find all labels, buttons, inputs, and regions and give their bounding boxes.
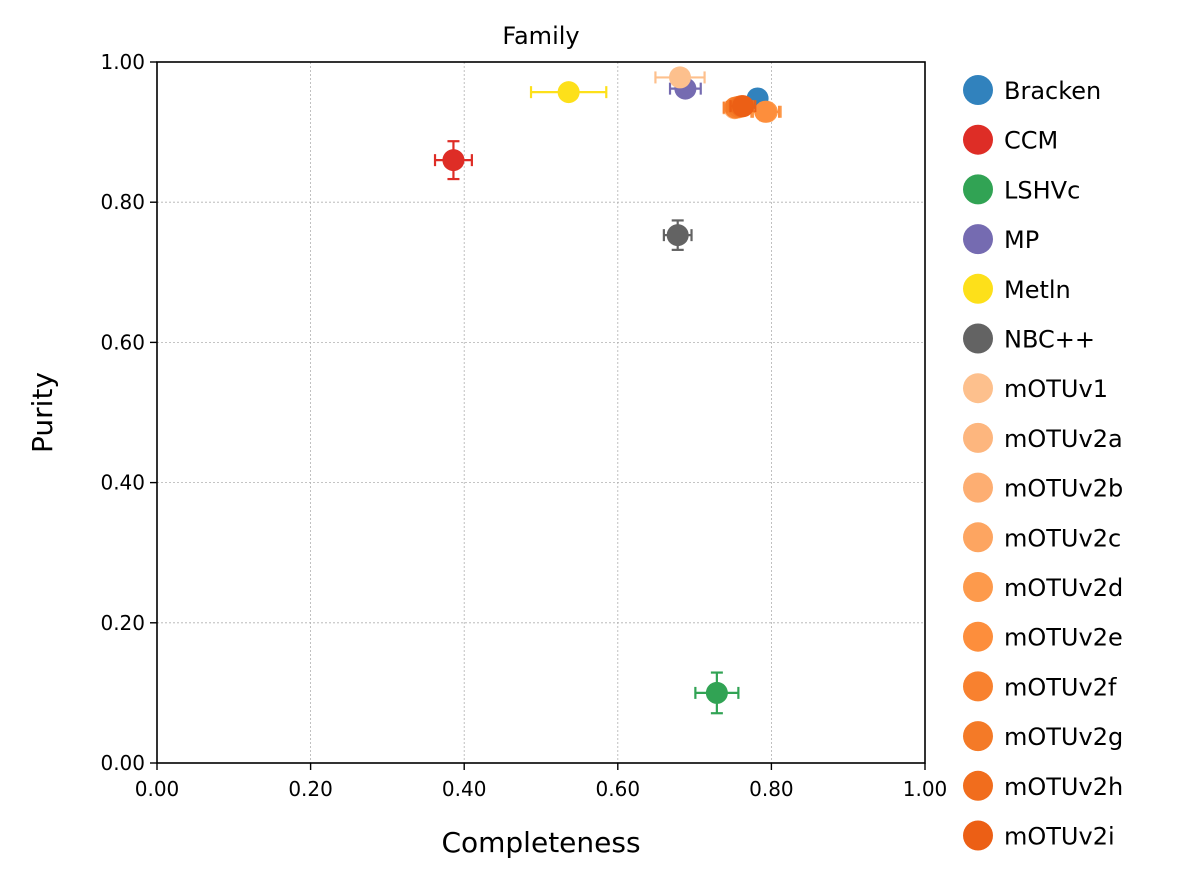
y-tick-label: 0.00	[100, 751, 145, 775]
legend-label: mOTUv2g	[1004, 723, 1123, 751]
legend-item: mOTUv1	[963, 373, 1108, 404]
legend-label: mOTUv2d	[1004, 574, 1123, 602]
legend-marker	[963, 273, 993, 304]
data-points	[433, 66, 782, 715]
legend-marker	[963, 373, 993, 404]
data-point	[750, 100, 781, 123]
y-axis-label: Purity	[26, 372, 59, 453]
x-tick-label: 0.20	[288, 777, 333, 801]
data-point-marker	[705, 681, 728, 704]
y-tick-label: 1.00	[100, 50, 145, 74]
legend-item: MP	[963, 224, 1039, 255]
legend-label: NBC++	[1004, 326, 1095, 354]
x-tick-label: 0.00	[135, 777, 180, 801]
legend-item: mOTUv2e	[963, 621, 1123, 652]
data-point-marker	[754, 100, 777, 123]
axis-ticks: 0.00 0.20 0.40 0.60 0.80 1.00 0.00 0.20 0.40 0.60…	[100, 50, 947, 801]
data-point	[433, 140, 473, 181]
legend-marker	[963, 174, 993, 205]
legend-label: mOTUv2a	[1004, 425, 1123, 453]
legend-item: mOTUv2i	[963, 820, 1115, 851]
legend-label: mOTUv2c	[1004, 524, 1121, 552]
legend-item: Metln	[963, 273, 1071, 304]
y-tick-label: 0.80	[100, 190, 145, 214]
legend-label: mOTUv2e	[1004, 624, 1123, 652]
data-point-marker	[557, 81, 580, 104]
legend-item: mOTUv2c	[963, 522, 1121, 553]
legend-label: mOTUv2f	[1004, 673, 1117, 701]
data-point-marker	[669, 66, 692, 89]
legend-label: Bracken	[1004, 77, 1101, 105]
data-point-marker	[442, 149, 465, 172]
legend-label: CCM	[1004, 127, 1058, 155]
legend-marker	[963, 323, 993, 354]
y-tick-label: 0.40	[100, 471, 145, 495]
x-tick-label: 1.00	[903, 777, 948, 801]
y-tick-label: 0.60	[100, 330, 145, 354]
data-point	[729, 95, 757, 118]
legend-label: mOTUv2h	[1004, 773, 1123, 801]
x-axis-label: Completeness	[441, 826, 640, 859]
data-point-marker	[731, 95, 754, 118]
legend-item: mOTUv2a	[963, 422, 1123, 453]
legend-label: MP	[1004, 226, 1039, 254]
x-tick-label: 0.40	[442, 777, 487, 801]
data-point-marker	[666, 224, 689, 247]
legend-marker	[963, 472, 993, 503]
legend-item: mOTUv2b	[963, 472, 1123, 503]
legend-item: LSHVc	[963, 174, 1080, 205]
chart-title: Family	[502, 22, 579, 50]
legend-marker	[963, 75, 993, 105]
legend-item: CCM	[963, 124, 1058, 155]
legend-marker	[963, 621, 993, 652]
x-tick-label: 0.60	[596, 777, 641, 801]
legend-item: mOTUv2f	[963, 671, 1117, 702]
legend-label: Metln	[1004, 276, 1071, 304]
data-point	[694, 671, 740, 715]
legend: Bracken CCM LSHVc MP Metln NBC++ mOTUv1 mOTUv2a…	[963, 75, 1123, 851]
legend-item: mOTUv2g	[963, 721, 1123, 752]
legend-label: mOTUv2i	[1004, 823, 1115, 851]
x-tick-label: 0.80	[749, 777, 794, 801]
legend-marker	[963, 522, 993, 553]
plot-frame	[156, 61, 926, 764]
legend-marker	[963, 721, 993, 752]
legend-label: mOTUv2b	[1004, 475, 1123, 503]
legend-label: LSHVc	[1004, 176, 1080, 204]
legend-item: Bracken	[963, 75, 1101, 105]
data-point	[662, 219, 693, 251]
legend-marker	[963, 770, 993, 801]
legend-item: mOTUv2h	[963, 770, 1123, 801]
legend-marker	[963, 671, 993, 702]
data-point	[529, 81, 608, 104]
legend-marker	[963, 224, 993, 255]
data-point	[654, 66, 706, 89]
legend-item: NBC++	[963, 323, 1095, 354]
y-tick-label: 0.20	[100, 611, 145, 635]
legend-item: mOTUv2d	[963, 572, 1123, 602]
legend-marker	[963, 820, 993, 851]
legend-label: mOTUv1	[1004, 375, 1108, 403]
legend-marker	[963, 422, 993, 453]
legend-marker	[963, 124, 993, 155]
legend-marker	[963, 572, 993, 602]
